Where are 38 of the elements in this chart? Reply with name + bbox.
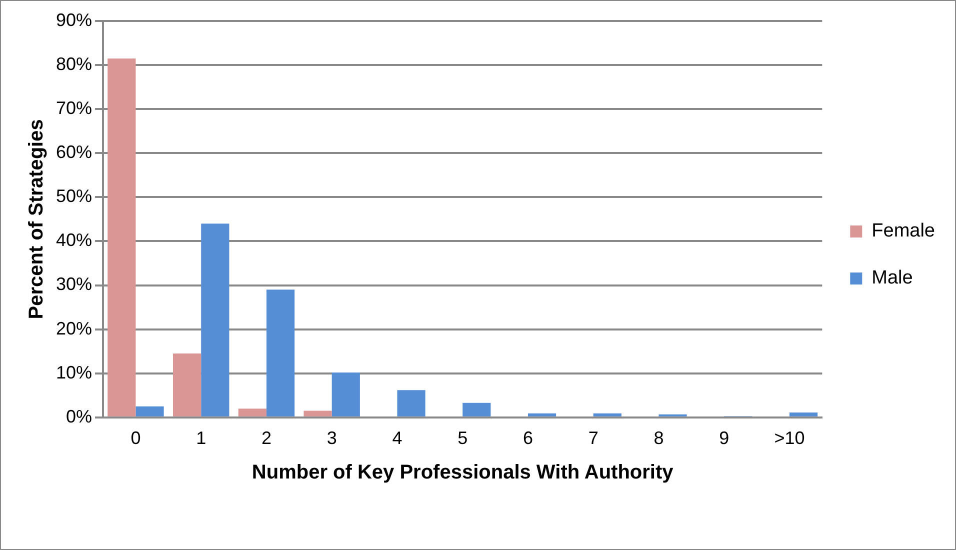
legend-label: Female [872, 220, 936, 242]
y-tick-label: 40% [56, 230, 92, 250]
bar [593, 413, 622, 416]
x-tick-label: 7 [588, 428, 598, 448]
bar [528, 413, 556, 416]
legend-label: Male [872, 268, 913, 289]
x-axis-title: Number of Key Professionals With Authority [252, 462, 674, 484]
x-tick-label: 3 [326, 428, 337, 448]
y-tick-label: 90% [56, 10, 92, 30]
x-tick-label: 0 [130, 428, 141, 448]
x-tick-label: 6 [522, 428, 533, 448]
bar [789, 412, 818, 416]
y-tick-label: 50% [56, 186, 92, 206]
y-tick-label: 70% [56, 98, 92, 118]
x-tick-label: 5 [458, 428, 468, 448]
bar [397, 390, 426, 416]
bar [462, 402, 491, 416]
y-axis-title: Percent of Strategies [26, 119, 48, 320]
y-tick-label: 30% [56, 274, 92, 294]
y-tick-label: 60% [56, 142, 92, 162]
x-tick-label: 1 [196, 428, 206, 448]
y-tick-label: 20% [56, 318, 92, 338]
bar [108, 58, 136, 416]
y-tick-label: 10% [56, 362, 92, 382]
x-tick-label: >10 [774, 428, 805, 448]
bar [201, 224, 230, 416]
x-tick-label: 8 [654, 428, 664, 448]
bar [238, 408, 266, 416]
bar [304, 410, 332, 416]
x-tick-label: 9 [719, 428, 730, 448]
bar [332, 372, 360, 416]
y-tick-label: 80% [56, 54, 92, 74]
bar [266, 290, 295, 416]
x-tick-label: 2 [261, 428, 272, 448]
bar [172, 354, 202, 416]
x-tick-label: 4 [392, 428, 402, 448]
bar [136, 406, 164, 416]
y-tick-label: 0% [66, 406, 92, 426]
